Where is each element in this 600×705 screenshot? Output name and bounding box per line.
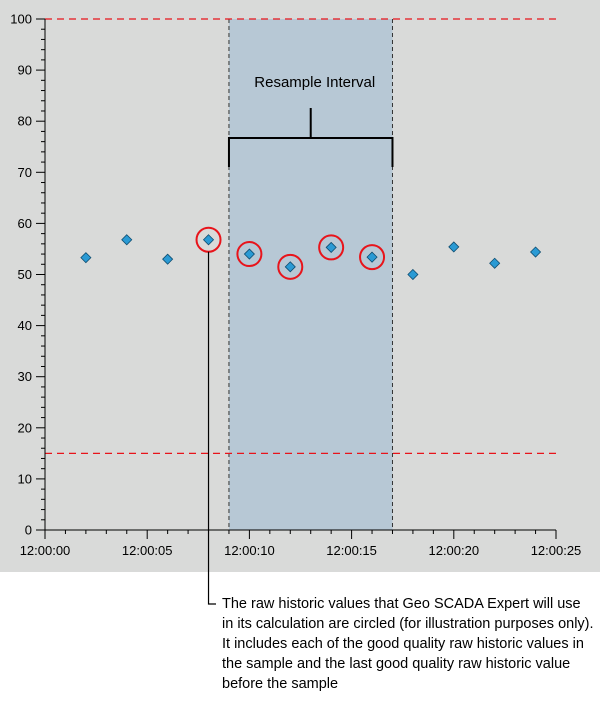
- data-point: [243, 248, 255, 260]
- highlight-circle: [236, 241, 263, 268]
- resample-interval-bracket: [227, 108, 394, 167]
- data-point: [489, 257, 501, 269]
- y-tick-label: 10: [18, 471, 32, 486]
- y-tick-label: 0: [25, 523, 32, 538]
- data-point: [366, 251, 378, 263]
- x-tick-label: 12:00:20: [428, 543, 479, 558]
- x-tick-label: 12:00:05: [122, 543, 173, 558]
- y-tick-label: 80: [18, 114, 32, 129]
- y-tick-label: 60: [18, 216, 32, 231]
- highlight-circle: [359, 244, 386, 271]
- data-point: [407, 268, 419, 281]
- x-tick-label: 12:00:00: [20, 543, 71, 558]
- data-point: [162, 253, 174, 265]
- highlight-circle: [318, 234, 345, 261]
- x-tick-label: 12:00:10: [224, 543, 275, 558]
- data-point: [284, 261, 296, 273]
- callout-leader-line: [207, 251, 216, 605]
- data-point: [325, 241, 337, 253]
- y-tick-label: 100: [10, 12, 32, 27]
- data-point: [529, 246, 542, 258]
- data-point: [448, 241, 460, 253]
- data-point: [121, 234, 133, 246]
- y-tick-label: 70: [18, 165, 32, 180]
- y-tick-label: 20: [18, 420, 32, 435]
- highlight-circle: [277, 253, 304, 280]
- y-tick-label: 50: [18, 267, 32, 282]
- y-tick-label: 30: [18, 369, 32, 384]
- x-tick-label: 12:00:15: [326, 543, 377, 558]
- resample-interval-label: Resample Interval: [254, 74, 375, 91]
- x-tick-label: 12:00:25: [531, 543, 582, 558]
- data-point: [80, 252, 92, 264]
- resample-interval-band: [228, 19, 393, 530]
- y-tick-label: 90: [18, 63, 32, 78]
- data-point: [202, 234, 215, 246]
- annotation-caption: The raw historic values that Geo SCADA E…: [222, 596, 594, 692]
- y-tick-label: 40: [18, 318, 32, 333]
